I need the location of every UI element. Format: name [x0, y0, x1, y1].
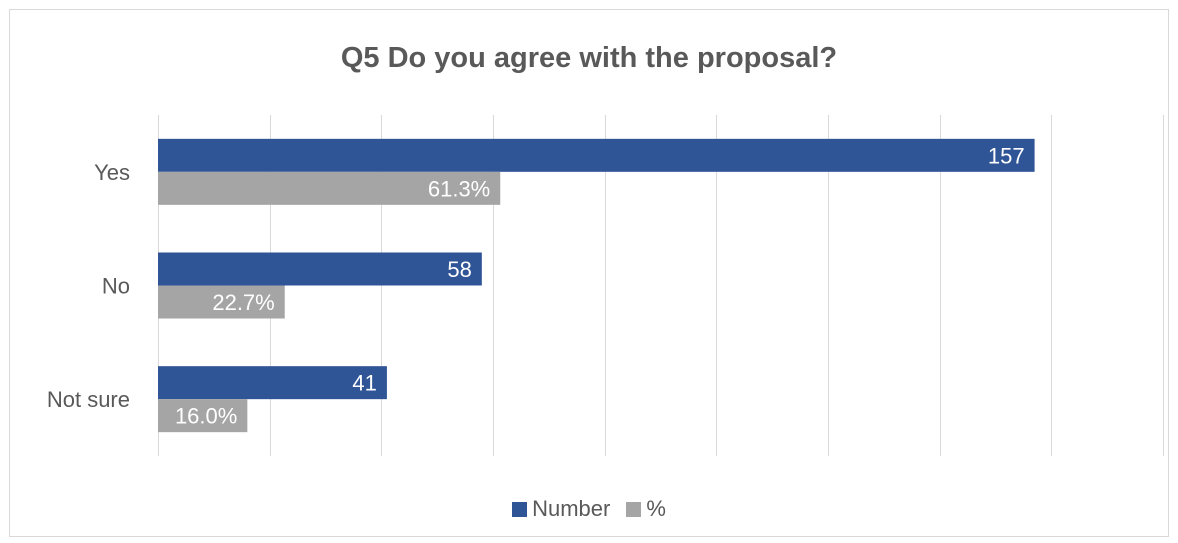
- labels: Yes 157 61.3% No 58 22.7% Not sure 41 16.0%: [47, 143, 1025, 428]
- legend: Number %: [0, 496, 1178, 522]
- data-label-number: 58: [447, 257, 471, 282]
- bar-number: [158, 366, 387, 400]
- data-label-number: 41: [352, 371, 376, 396]
- data-label-number: 157: [988, 143, 1025, 168]
- bar-percent: [158, 171, 501, 205]
- category-label: No: [102, 274, 130, 299]
- legend-item-percent: %: [626, 496, 666, 522]
- bar-percent: [158, 285, 285, 319]
- chart-title: Q5 Do you agree with the proposal?: [340, 42, 838, 74]
- bars: [158, 138, 1035, 433]
- legend-swatch-number: [512, 501, 528, 517]
- legend-item-number: Number: [512, 496, 610, 522]
- data-label-percent: 16.0%: [175, 404, 237, 429]
- legend-label-number: Number: [532, 496, 611, 521]
- category-label: Not sure: [47, 387, 130, 412]
- bar-number: [158, 252, 482, 286]
- bar-number: [158, 138, 1035, 172]
- legend-swatch-percent: [626, 501, 642, 517]
- legend-label-percent: %: [646, 496, 666, 521]
- bar-percent: [158, 399, 248, 433]
- data-label-percent: 61.3%: [428, 176, 490, 201]
- category-label: Yes: [94, 160, 130, 185]
- data-label-percent: 22.7%: [212, 290, 274, 315]
